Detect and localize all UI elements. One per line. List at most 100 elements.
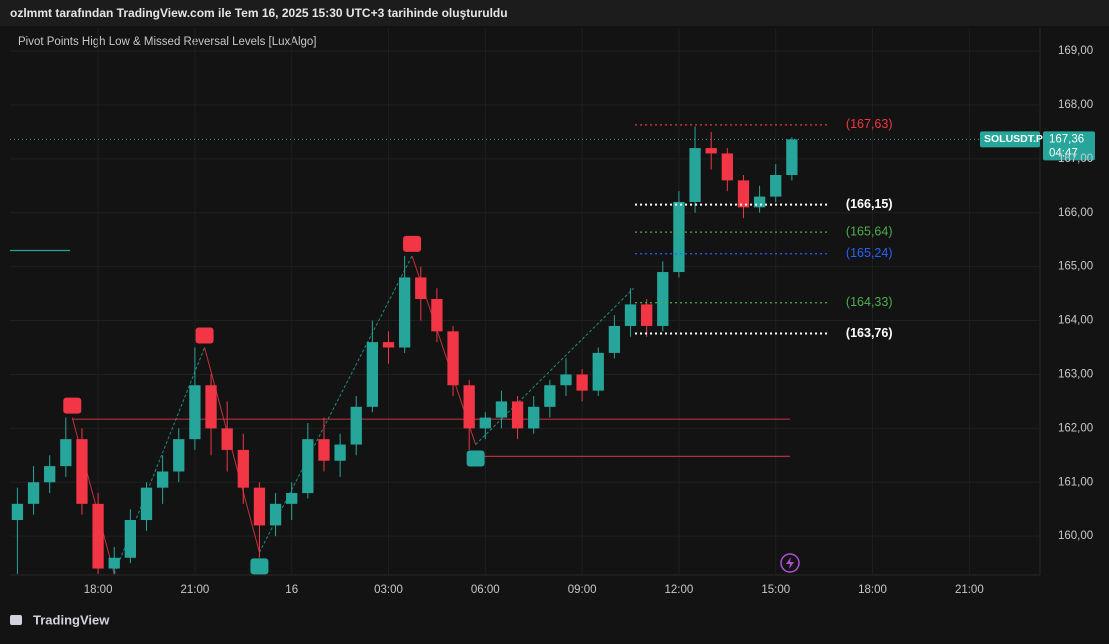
x-tick-label: 18:00 — [858, 584, 887, 596]
candle-body — [286, 493, 298, 504]
candle-body — [92, 503, 104, 569]
candle-body — [382, 342, 395, 348]
y-tick-label: 166,00 — [1058, 207, 1093, 219]
candle-body — [60, 439, 72, 467]
candle-body — [366, 342, 379, 407]
logo: TradingView — [10, 612, 110, 627]
zigzag-segment — [475, 287, 635, 445]
x-tick-label: 15:00 — [761, 584, 790, 596]
price-tag-value: 167,36 — [1049, 133, 1084, 145]
y-tick-label: 163,00 — [1058, 368, 1093, 380]
candle-body — [479, 417, 491, 429]
pivot-marker — [195, 327, 214, 344]
candle-body — [689, 148, 701, 202]
candle-body — [608, 325, 621, 353]
candle-body — [221, 428, 233, 450]
x-tick-label: 21:00 — [955, 584, 984, 596]
candle-body — [705, 148, 717, 154]
candle-body — [721, 153, 733, 181]
price-tag-bg — [1043, 131, 1095, 161]
pivot-marker — [466, 450, 485, 467]
candle-body — [431, 298, 443, 332]
candle-body — [560, 374, 572, 386]
candle-body — [108, 557, 120, 569]
candle-body — [398, 277, 411, 348]
x-tick-label: 09:00 — [568, 584, 597, 596]
pivot-marker — [63, 397, 82, 414]
alert-icon — [780, 553, 800, 573]
candle-body — [350, 406, 362, 445]
candle-body — [544, 385, 556, 407]
candle-body — [511, 401, 524, 429]
level-label: (164,33) — [846, 295, 893, 309]
candle-body — [495, 401, 508, 418]
candle-body — [269, 503, 282, 526]
candle-body — [753, 196, 766, 208]
candle-body — [11, 503, 24, 521]
candle-body — [189, 385, 201, 440]
candle-body — [76, 439, 88, 504]
level-label: (166,15) — [846, 197, 893, 211]
candle-body — [624, 304, 637, 326]
candle-body — [592, 352, 604, 391]
price-tag-symbol-bg — [980, 131, 1040, 148]
logo-icon — [10, 615, 22, 625]
candle-body — [576, 374, 588, 391]
candle-body — [673, 201, 685, 273]
price-tag-symbol: SOLUSDT.P — [984, 133, 1043, 145]
candle-body — [415, 277, 427, 299]
y-tick-label: 165,00 — [1058, 261, 1093, 273]
x-tick-label: 18:00 — [84, 584, 113, 596]
x-tick-label: 03:00 — [374, 584, 403, 596]
logo-text: TradingView — [33, 612, 110, 627]
plot-area — [10, 28, 1040, 575]
x-tick-label: 21:00 — [181, 584, 210, 596]
y-tick-label: 167,00 — [1058, 153, 1093, 165]
candle-body — [173, 439, 185, 472]
level-label: (167,63) — [846, 117, 893, 131]
candle-body — [737, 180, 750, 208]
y-tick-label: 169,00 — [1058, 45, 1093, 57]
candle-body — [302, 439, 314, 494]
candle-body — [44, 466, 56, 483]
candle-body — [237, 449, 249, 488]
price-tag-countdown: 04:47 — [1049, 147, 1078, 159]
level-label: (165,64) — [846, 224, 893, 238]
x-tick-label: 16 — [285, 584, 298, 596]
candle-body — [463, 385, 475, 429]
y-tick-label: 164,00 — [1058, 315, 1093, 327]
candle-body — [786, 139, 798, 176]
zigzag-segment — [204, 347, 260, 553]
candle-body — [253, 487, 266, 526]
x-tick-label: 06:00 — [471, 584, 500, 596]
pivot-marker — [403, 235, 422, 252]
alert-bolt — [786, 557, 794, 569]
y-tick-label: 162,00 — [1058, 422, 1093, 434]
candle-body — [770, 175, 782, 197]
y-tick-label: 168,00 — [1058, 99, 1093, 111]
header-bar — [0, 0, 1109, 26]
zigzag-segment — [258, 255, 413, 553]
y-tick-label: 161,00 — [1058, 476, 1093, 488]
candle-body — [205, 385, 217, 429]
candle-body — [334, 444, 346, 461]
candle-body — [156, 471, 169, 488]
candle-body — [528, 406, 540, 429]
candle-body — [318, 439, 330, 461]
pivot-marker — [250, 558, 269, 575]
x-tick-label: 12:00 — [665, 584, 694, 596]
candle-body — [657, 272, 669, 326]
candle-body — [27, 482, 40, 504]
candle-body — [447, 331, 459, 386]
candle-body — [124, 520, 137, 558]
header-title: ozlmmt tarafından TradingView.com ile Te… — [10, 6, 508, 20]
y-tick-label: 160,00 — [1058, 530, 1093, 542]
overlay: (167,63) (166,15) (165,64) (165,24) (164,33)… — [63, 117, 1095, 575]
level-label: (165,24) — [846, 246, 893, 260]
candle-body — [140, 487, 153, 521]
alert-circle — [780, 553, 800, 573]
level-label: (163,76) — [846, 326, 893, 340]
indicator-title: Pivot Points High Low & Missed Reversal … — [18, 36, 317, 48]
